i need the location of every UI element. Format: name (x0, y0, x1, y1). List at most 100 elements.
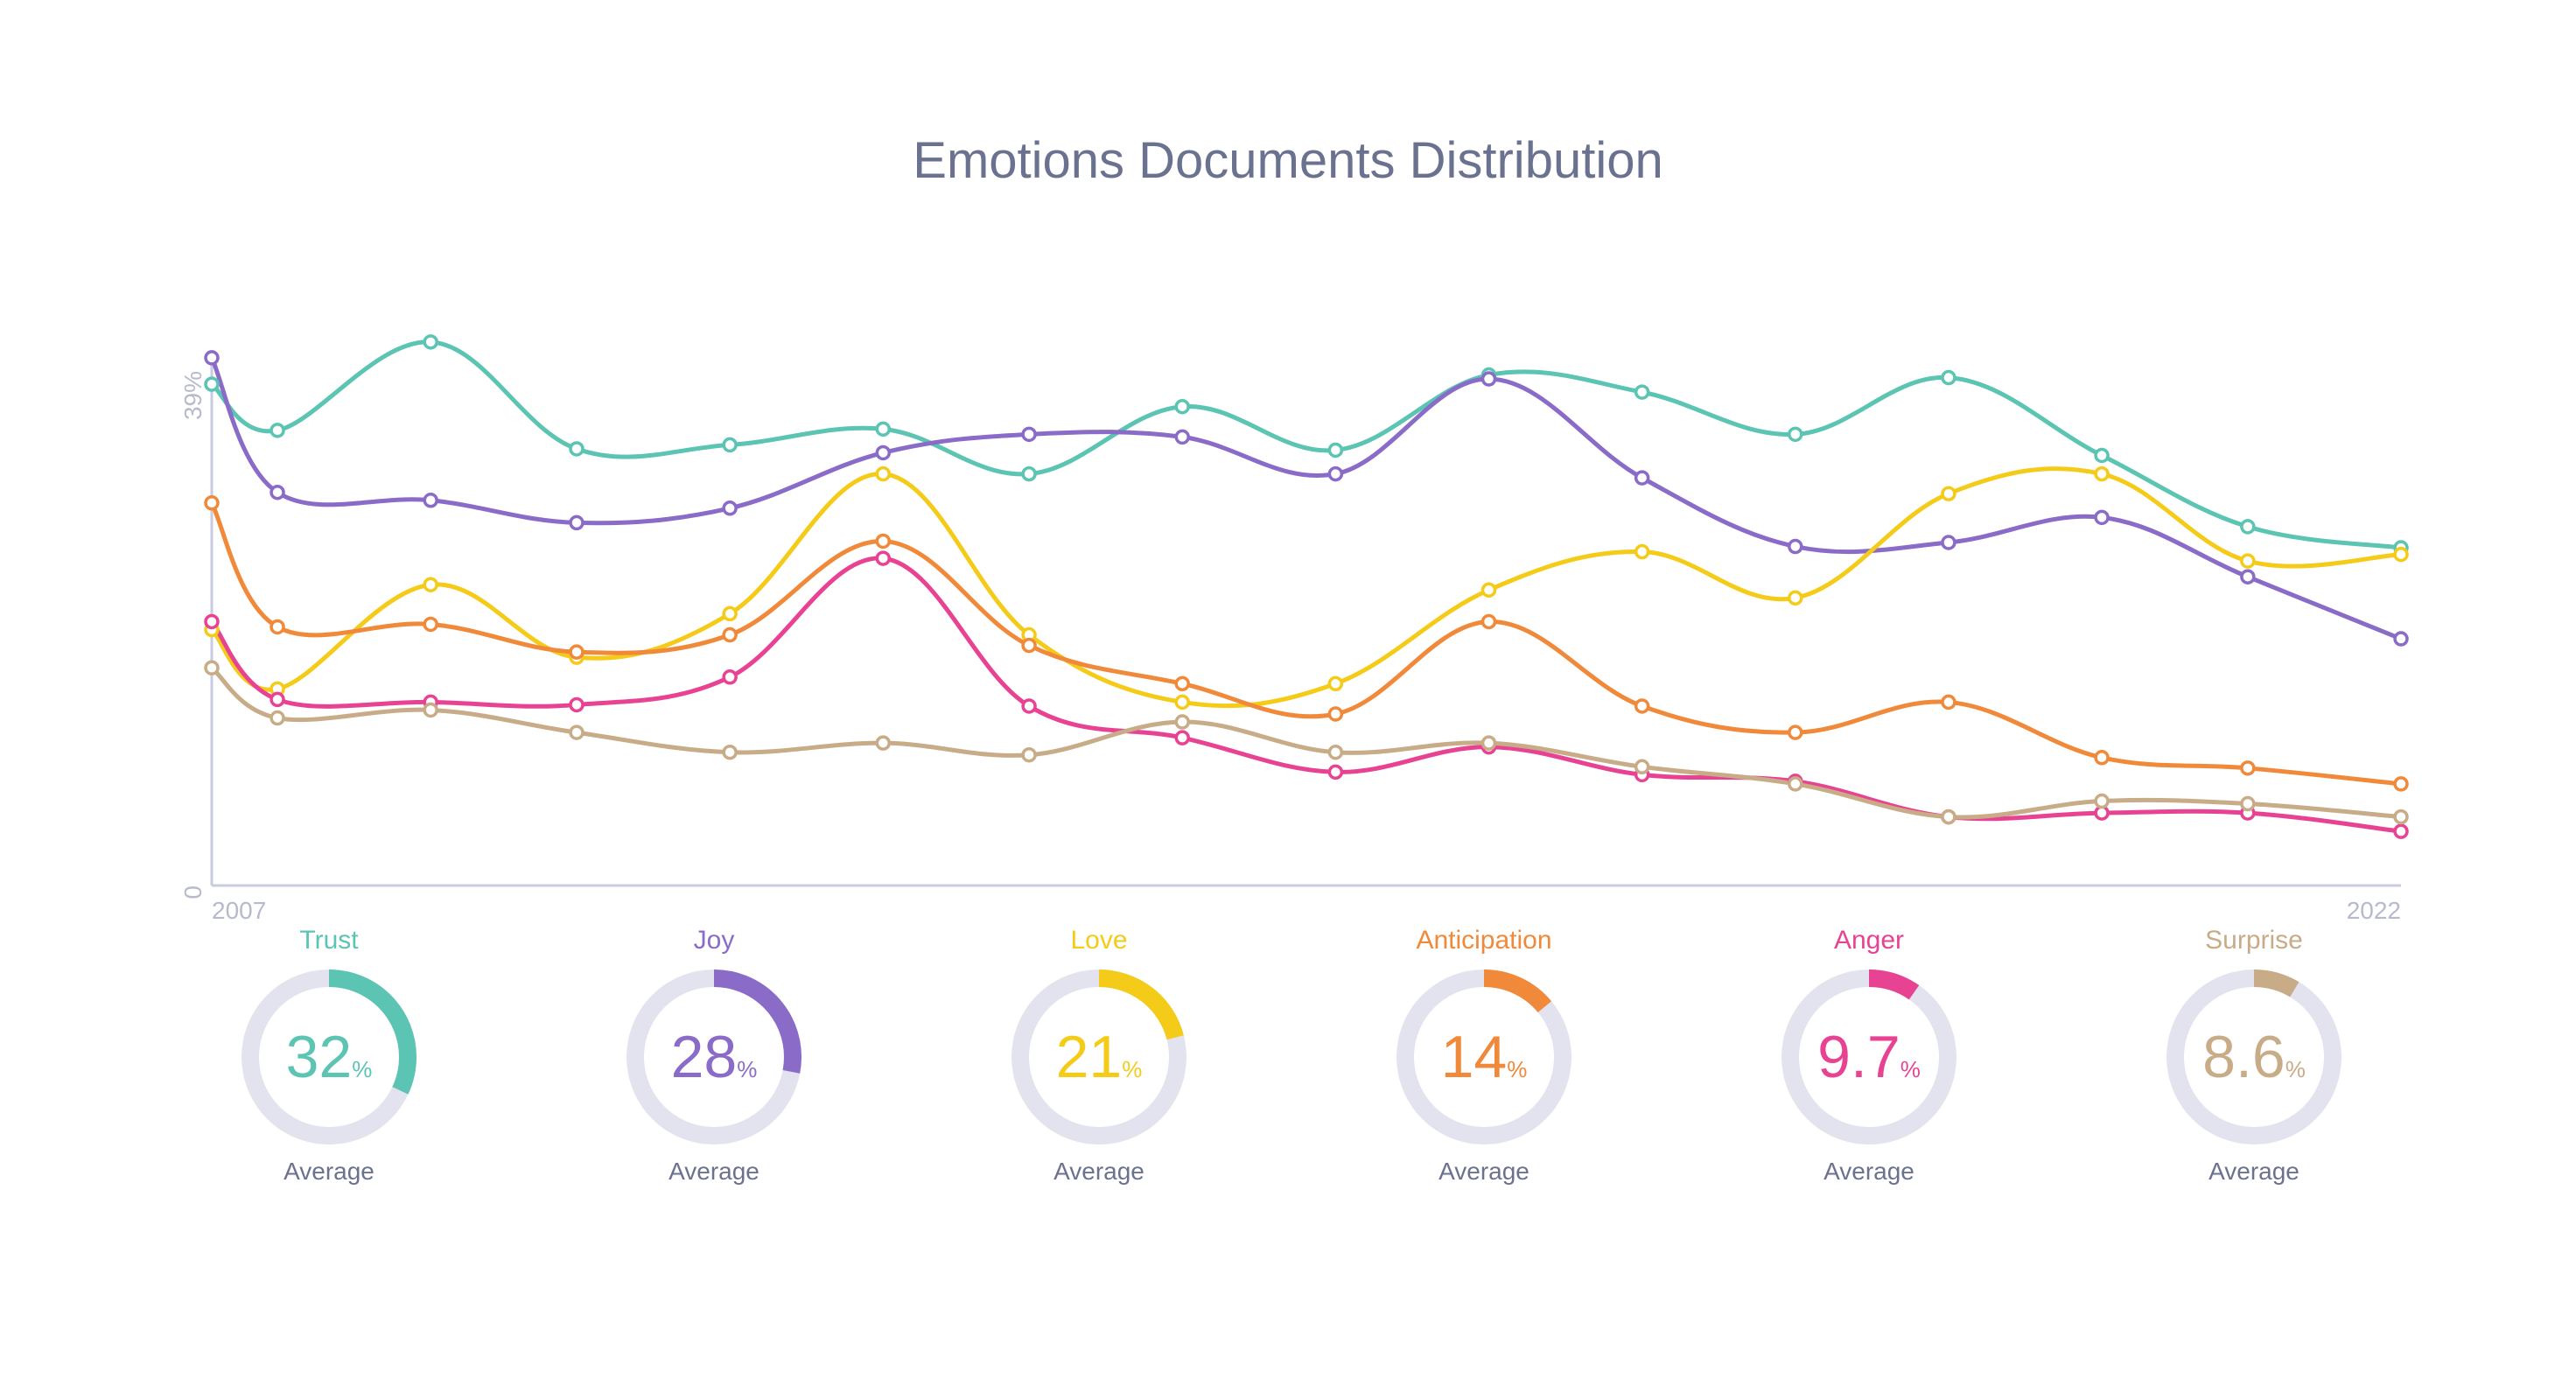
data-point-anticipation (1480, 613, 1497, 630)
donut-ring: 21% (1007, 965, 1191, 1149)
donut-value: 14% (1392, 965, 1576, 1149)
data-point-surprise (722, 744, 738, 760)
data-point-trust (2240, 519, 2256, 535)
chart-title: Emotions Documents Distribution (913, 132, 1663, 189)
data-point-trust (1174, 398, 1190, 415)
data-point-anger (1327, 764, 1344, 780)
data-point-surprise (423, 702, 438, 718)
donut-arc (626, 970, 802, 1144)
data-point-anticipation (1941, 694, 1956, 710)
donut-caption: Average (1824, 1158, 1914, 1185)
data-point-surprise (270, 710, 285, 726)
data-point-anticipation (2393, 776, 2409, 792)
data-point-joy (1174, 429, 1190, 445)
data-point-love (722, 606, 738, 622)
data-point-anger (875, 550, 892, 566)
value-unit: % (737, 1056, 758, 1082)
donut-gauge (242, 970, 416, 1144)
data-point-love (1941, 486, 1956, 501)
value-unit: % (1900, 1056, 1921, 1082)
donut-arc (1012, 970, 1186, 1144)
series-line-trust (209, 340, 2404, 550)
value-unit: % (352, 1056, 373, 1082)
data-point-joy (423, 493, 438, 508)
data-point-trust (1634, 384, 1650, 400)
donut-arc (1396, 970, 1572, 1144)
value-number: 21 (1055, 1024, 1123, 1090)
line-chart: 2007 2022 0 39% (179, 334, 2409, 924)
data-point-anticipation (1788, 724, 1803, 740)
data-point-anger (569, 696, 584, 713)
data-point-surprise (204, 660, 220, 676)
data-point-love (875, 466, 892, 482)
donut-label: Anger (1833, 926, 1905, 955)
data-point-joy (569, 514, 584, 531)
series-line-surprise (209, 665, 2404, 820)
data-point-surprise (2094, 793, 2110, 809)
data-point-joy (1634, 470, 1650, 486)
donut-arc (2166, 970, 2342, 1144)
donut-love: Love 21% Average (994, 923, 1204, 1186)
data-point-trust (1788, 426, 1803, 443)
value-number: 28 (670, 1024, 738, 1090)
value-number: 14 (1440, 1024, 1508, 1090)
donut-value: 28% (622, 965, 806, 1149)
data-point-trust (423, 334, 438, 350)
value-unit: % (2285, 1056, 2306, 1082)
data-point-anticipation (1634, 698, 1650, 714)
value-number: 32 (285, 1024, 353, 1090)
data-point-anger (204, 613, 220, 630)
data-point-surprise (2393, 808, 2409, 825)
data-point-surprise (1174, 714, 1190, 730)
data-point-joy (2240, 569, 2256, 584)
series-line-anger (209, 556, 2404, 834)
data-point-anticipation (569, 644, 584, 660)
donut-anger: Anger 9.7% Average (1764, 923, 1974, 1186)
data-point-surprise (1634, 759, 1650, 775)
data-point-love (1788, 590, 1803, 606)
donut-label: Anticipation (1416, 926, 1552, 955)
data-point-trust (1327, 442, 1344, 458)
data-point-love (423, 577, 438, 592)
data-point-surprise (1941, 808, 1956, 825)
data-point-joy (1788, 538, 1803, 555)
donut-ring: 14% (1392, 965, 1576, 1149)
donut-label: Surprise (2205, 926, 2303, 955)
value-number: 8.6 (2202, 1024, 2286, 1090)
data-point-love (1174, 694, 1190, 710)
data-point-anger (722, 669, 738, 685)
donut-label: Love (1070, 926, 1128, 955)
data-point-joy (1021, 426, 1037, 443)
data-point-love (1634, 543, 1650, 560)
value-unit: % (1122, 1056, 1143, 1082)
data-point-joy (875, 444, 892, 461)
data-point-surprise (875, 735, 892, 751)
donut-gauge (1396, 970, 1572, 1144)
data-point-surprise (1480, 735, 1497, 751)
donut-surprise: Surprise 8.6% Average (2149, 923, 2359, 1186)
data-point-anger (270, 691, 285, 708)
series-line-love (209, 466, 2404, 709)
donut-ring: 32% (237, 965, 421, 1149)
donut-arc (242, 970, 416, 1144)
data-point-surprise (1327, 744, 1344, 760)
data-point-anger (1174, 730, 1190, 746)
donut-ring: 9.7% (1777, 965, 1961, 1149)
data-point-anticipation (1174, 676, 1190, 692)
donut-caption: Average (1054, 1158, 1144, 1185)
donut-caption: Average (2208, 1158, 2300, 1185)
donut-gauge (626, 970, 802, 1144)
data-point-anticipation (2094, 750, 2110, 766)
data-point-love (2094, 466, 2110, 482)
donut-caption: Average (284, 1158, 374, 1185)
series-line-joy (209, 355, 2404, 641)
data-point-love (2393, 546, 2409, 563)
data-point-trust (722, 437, 738, 453)
data-point-love (2240, 553, 2256, 569)
donut-arc (1782, 970, 1956, 1144)
value-unit: % (1507, 1056, 1528, 1082)
data-point-joy (722, 500, 738, 516)
data-point-anger (2393, 823, 2409, 839)
donut-label: Trust (299, 926, 359, 955)
donut-gauge (1012, 970, 1186, 1144)
